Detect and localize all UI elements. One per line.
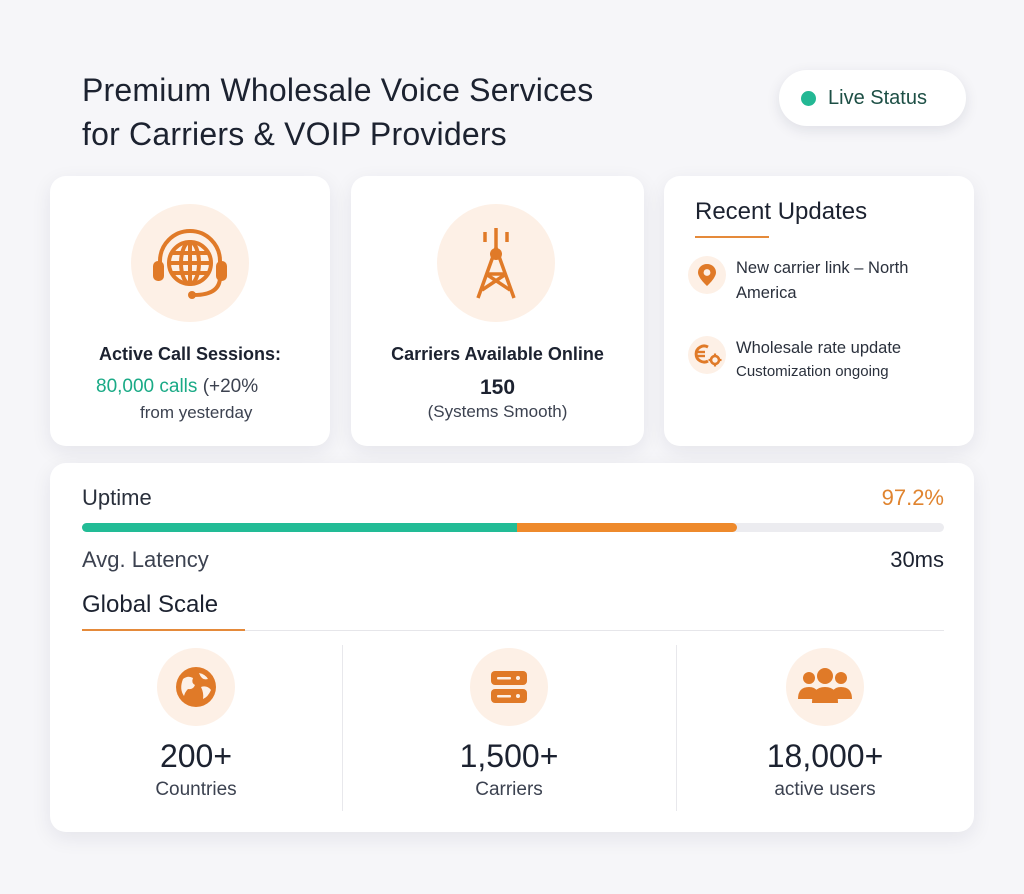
- status-dot-icon: [801, 90, 816, 106]
- update-item-line2: America: [736, 284, 797, 302]
- scale-stat-value: 18,000+: [766, 738, 884, 774]
- carriers-online-value: 150: [479, 376, 516, 399]
- euro-gear-icon: [688, 336, 726, 374]
- scale-stat-label: Carriers: [475, 779, 543, 800]
- uptime-label: Uptime: [82, 485, 152, 510]
- live-status-button[interactable]: Live Status: [779, 70, 966, 126]
- metrics-panel: Uptime 97.2% Avg. Latency 30ms Global Sc…: [50, 463, 974, 832]
- page-title: Premium Wholesale Voice Services for Car…: [82, 68, 593, 156]
- call-sessions-label: Active Call Sessions:: [98, 344, 282, 364]
- divider: [245, 630, 944, 631]
- scale-stat-countries: 200+ Countries: [50, 643, 342, 813]
- call-sessions-sub: from yesterday: [140, 403, 253, 422]
- update-item-text: Wholesale rate update Customization ongo…: [736, 336, 901, 383]
- call-sessions-change: (+20%: [202, 376, 259, 397]
- latency-label: Avg. Latency: [82, 547, 209, 572]
- update-item-line2: Customization ongoing: [736, 363, 889, 380]
- scale-stat-carriers: 1,500+ Carriers: [342, 643, 676, 813]
- server-icon: [470, 648, 548, 726]
- global-scale-title: Global Scale: [82, 591, 219, 618]
- location-pin-icon: [688, 256, 726, 294]
- call-sessions-card: Active Call Sessions: 80,000 calls (+20%…: [50, 176, 330, 446]
- column-divider: [342, 645, 343, 811]
- latency-value: 30ms: [890, 547, 944, 572]
- column-divider: [676, 645, 677, 811]
- carriers-online-sub: (Systems Smooth): [427, 402, 568, 421]
- uptime-bar-orange-segment: [517, 523, 738, 532]
- update-item[interactable]: New carrier link – North America: [688, 256, 908, 306]
- users-icon: [786, 648, 864, 726]
- globe-icon: [157, 648, 235, 726]
- scale-stat-value: 200+: [159, 738, 233, 774]
- update-item-line1: New carrier link – North: [736, 259, 909, 277]
- call-sessions-value: 80,000 calls: [96, 376, 198, 397]
- update-item[interactable]: Wholesale rate update Customization ongo…: [688, 336, 901, 383]
- recent-updates-card: Recent Updates New carrier link – North …: [664, 176, 974, 446]
- antenna-tower-icon: [437, 204, 555, 322]
- scale-stat-label: active users: [774, 779, 876, 800]
- scale-stat-value: 1,500+: [459, 738, 559, 774]
- update-item-line1: Wholesale rate update: [736, 339, 902, 357]
- global-scale-underline: [82, 629, 245, 631]
- scale-stat-active-users: 18,000+ active users: [676, 643, 974, 813]
- headset-globe-icon: [131, 204, 249, 322]
- uptime-value: 97.2%: [881, 485, 944, 510]
- recent-updates-underline: [695, 236, 769, 238]
- scale-stat-label: Countries: [155, 779, 237, 800]
- update-item-text: New carrier link – North America: [736, 256, 908, 306]
- uptime-progress-bar: [82, 523, 944, 532]
- live-status-label: Live Status: [828, 86, 927, 109]
- page-title-line2: for Carriers & VOIP Providers: [82, 116, 507, 152]
- recent-updates-title: Recent Updates: [695, 198, 868, 225]
- page-title-line1: Premium Wholesale Voice Services: [82, 72, 594, 108]
- call-sessions-value-line: 80,000 calls (+20%: [96, 376, 258, 398]
- carriers-online-card: Carriers Available Online 150 (Systems S…: [351, 176, 644, 446]
- uptime-bar-green-segment: [82, 523, 518, 532]
- carriers-online-label: Carriers Available Online: [391, 344, 604, 364]
